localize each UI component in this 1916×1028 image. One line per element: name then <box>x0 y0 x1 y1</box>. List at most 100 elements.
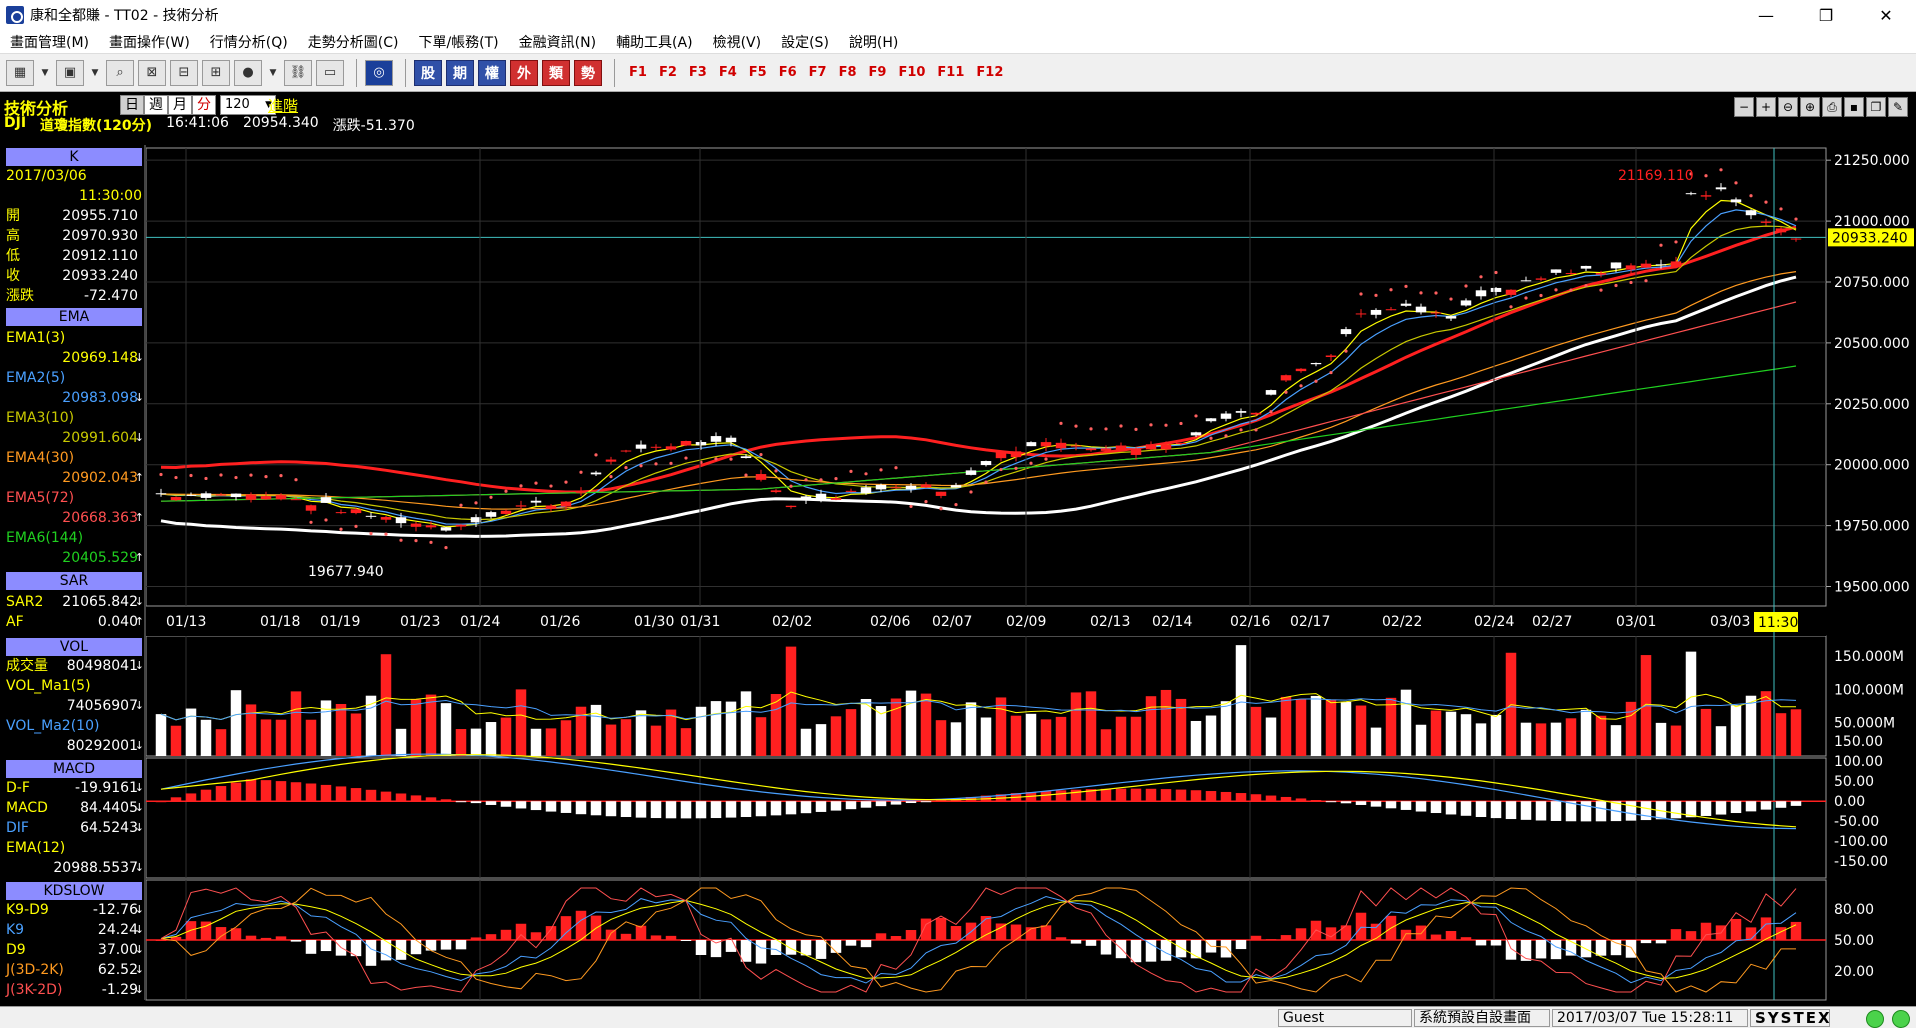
macd-histogram-bar <box>1205 791 1217 802</box>
f11-key[interactable]: F11 <box>937 65 965 80</box>
settings-icon[interactable]: ✎ <box>1888 97 1908 117</box>
tab-month[interactable]: 月 <box>168 95 192 115</box>
f9-key[interactable]: F9 <box>868 65 887 80</box>
candle-body <box>1745 210 1757 216</box>
f7-key[interactable]: F7 <box>808 65 827 80</box>
technical-chart[interactable]: 21250.000 21000.000 20750.000 20500.000 2025… <box>0 0 1916 1006</box>
sar-dot <box>474 501 478 505</box>
f4-key[interactable]: F4 <box>718 65 737 80</box>
f1-key[interactable]: F1 <box>629 65 647 80</box>
candle-body <box>1070 445 1082 447</box>
category-button[interactable]: 類 <box>542 59 570 86</box>
menu-view[interactable]: 檢視(V) <box>712 34 762 51</box>
copy-icon[interactable]: ❐ <box>1866 97 1886 117</box>
period-select[interactable]: 120 <box>220 95 276 115</box>
menu-quote-analysis[interactable]: 行情分析(Q) <box>209 34 288 51</box>
f12-key[interactable]: F12 <box>976 65 1004 80</box>
ema-label: EMA6(144) <box>6 530 84 546</box>
monitor-icon[interactable]: ▣ <box>56 59 84 86</box>
menu-settings[interactable]: 設定(S) <box>781 34 829 51</box>
indicator-label: D-F <box>6 780 30 796</box>
indicator-value: 74056907 <box>66 698 138 714</box>
close-window-icon[interactable]: ⊠ <box>138 59 166 86</box>
status-user: Guest <box>1278 1009 1412 1027</box>
volume-bar <box>155 714 167 756</box>
volume-bar <box>1565 718 1577 756</box>
save-icon[interactable]: ▪ <box>1844 97 1864 117</box>
f8-key[interactable]: F8 <box>838 65 857 80</box>
f10-key[interactable]: F10 <box>898 65 926 80</box>
candle-body <box>200 493 212 498</box>
kd-histogram-bar <box>455 940 467 950</box>
stock-button[interactable]: 股 <box>414 59 442 86</box>
high-price-label: 21169.110 <box>1618 168 1694 184</box>
sar-dot <box>1179 421 1183 426</box>
layout-icon[interactable]: ▦ <box>6 59 34 86</box>
menu-trend-chart[interactable]: 走勢分析圖(C) <box>307 34 399 51</box>
sar-dot <box>1314 379 1318 383</box>
volume-bar <box>455 729 467 756</box>
volume-bar <box>1295 699 1307 756</box>
sar-dot <box>1119 424 1123 428</box>
chevron-down-icon[interactable]: ▼ <box>91 67 99 78</box>
print-icon[interactable]: ⎙ <box>1822 97 1842 117</box>
volume-bar <box>1370 727 1382 756</box>
tab-week[interactable]: 週 <box>144 95 168 115</box>
tab-minute[interactable]: 分 <box>192 95 216 115</box>
f6-key[interactable]: F6 <box>778 65 797 80</box>
search-icon[interactable]: ⌕ <box>106 59 134 86</box>
menu-finance-info[interactable]: 金融資訊(N) <box>518 34 597 51</box>
f3-key[interactable]: F3 <box>688 65 707 80</box>
volume-bar <box>275 719 287 756</box>
ema-value: 20991.604 <box>62 430 138 446</box>
close-button[interactable]: ✕ <box>1879 5 1893 25</box>
chevron-down-icon[interactable]: ▼ <box>269 67 277 78</box>
advanced-link[interactable]: 進階 <box>268 97 299 115</box>
menu-tools[interactable]: 輔助工具(A) <box>616 34 693 51</box>
macd-tick-label: -50.00 <box>1834 814 1879 830</box>
foreign-button[interactable]: 外 <box>510 59 538 86</box>
plus-icon[interactable]: + <box>1756 97 1776 117</box>
split-vertical-icon[interactable]: ⊞ <box>202 59 230 86</box>
sar-dot <box>204 476 208 481</box>
menu-screen-operate[interactable]: 畫面操作(W) <box>109 34 190 51</box>
minimize-button[interactable]: — <box>1758 5 1774 25</box>
menu-help[interactable]: 說明(H) <box>848 34 899 51</box>
trend-arrow-icon: ↓ <box>134 739 144 752</box>
split-horizontal-icon[interactable]: ⊟ <box>170 59 198 86</box>
macd-histogram-bar <box>1400 801 1412 810</box>
candle-body <box>335 512 347 514</box>
indicator-label: 收 <box>6 268 20 284</box>
kd-histogram-bar <box>1160 940 1172 961</box>
options-button[interactable]: 權 <box>478 59 506 86</box>
zoom-in-icon[interactable]: ⊕ <box>1800 97 1820 117</box>
minus-icon[interactable]: − <box>1734 97 1754 117</box>
zoom-out-icon[interactable]: ⊖ <box>1778 97 1798 117</box>
ema-value-row: 20969.148 ↓ <box>6 348 144 368</box>
maximize-button[interactable]: ❐ <box>1818 5 1834 25</box>
macd-tick-label: 100.00 <box>1834 754 1883 770</box>
volume-bar <box>1760 691 1772 756</box>
window-icon[interactable]: ▭ <box>316 59 344 86</box>
menu-order-account[interactable]: 下單/帳務(T) <box>418 34 499 51</box>
coin-icon[interactable]: ● <box>234 59 262 86</box>
chevron-down-icon[interactable]: ▼ <box>41 67 49 78</box>
macd-histogram-bar <box>1085 789 1097 802</box>
link-icon[interactable]: ⛓ <box>284 59 312 86</box>
menu-screen-manage[interactable]: 畫面管理(M) <box>10 34 90 51</box>
kd-histogram-bar <box>770 940 782 955</box>
kd-histogram-bar <box>815 940 827 959</box>
futures-button[interactable]: 期 <box>446 59 474 86</box>
indicator-label: J(3D-2K) <box>6 962 64 978</box>
tab-day[interactable]: 日 <box>120 95 144 115</box>
macd-histogram-bar <box>155 801 167 803</box>
candle-body <box>1760 221 1772 223</box>
kd-histogram-bar <box>1235 940 1247 950</box>
volume-bar <box>470 728 482 756</box>
brand-logo-icon[interactable]: ◎ <box>365 59 393 86</box>
macd-histogram-bar <box>620 801 632 818</box>
f5-key[interactable]: F5 <box>748 65 767 80</box>
trend-button[interactable]: 勢 <box>574 59 602 86</box>
indicator-label: 高 <box>6 228 20 244</box>
f2-key[interactable]: F2 <box>658 65 677 80</box>
